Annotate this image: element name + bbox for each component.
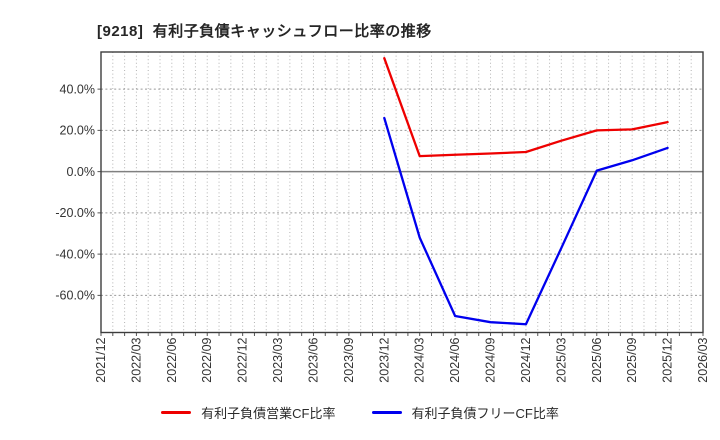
svg-text:2024/09: 2024/09 <box>484 337 498 382</box>
svg-text:-40.0%: -40.0% <box>55 247 95 261</box>
svg-text:2023/03: 2023/03 <box>271 337 285 382</box>
svg-text:2024/12: 2024/12 <box>519 337 533 382</box>
svg-text:0.0%: 0.0% <box>67 165 96 179</box>
svg-text:2025/12: 2025/12 <box>661 337 675 382</box>
svg-text:2023/12: 2023/12 <box>377 337 391 382</box>
svg-text:2022/09: 2022/09 <box>200 337 214 382</box>
svg-text:2021/12: 2021/12 <box>94 337 108 382</box>
svg-text:2022/06: 2022/06 <box>165 337 179 382</box>
svg-text:2024/06: 2024/06 <box>448 337 462 382</box>
svg-text:2026/03: 2026/03 <box>696 337 710 382</box>
svg-text:2025/06: 2025/06 <box>590 337 604 382</box>
svg-text:40.0%: 40.0% <box>60 82 95 96</box>
svg-text:-20.0%: -20.0% <box>55 206 95 220</box>
svg-text:2024/03: 2024/03 <box>413 337 427 382</box>
svg-text:-60.0%: -60.0% <box>55 289 95 303</box>
svg-text:2025/09: 2025/09 <box>625 337 639 382</box>
svg-text:2025/03: 2025/03 <box>554 337 568 382</box>
chart-legend: 有利子負債営業CF比率 有利子負債フリーCF比率 <box>0 403 720 422</box>
blue-line-swatch-icon <box>371 411 402 414</box>
gridlines <box>101 52 703 333</box>
y-axis-labels: 40.0% 20.0% 0.0% -20.0% -40.0% -60.0% <box>55 82 95 302</box>
svg-text:20.0%: 20.0% <box>60 124 95 138</box>
svg-text:2023/09: 2023/09 <box>342 337 356 382</box>
svg-text:2023/06: 2023/06 <box>306 337 320 382</box>
legend-item-operating-cf-ratio: 有利子負債営業CF比率 <box>161 403 336 422</box>
legend-label-operating-cf-ratio: 有利子負債営業CF比率 <box>201 406 336 421</box>
x-axis-labels: 2021/12 2022/03 2022/06 2022/09 2022/12 2023/… <box>94 337 710 382</box>
series-line-free-cf-ratio <box>383 116 669 326</box>
legend-label-free-cf-ratio: 有利子負債フリーCF比率 <box>411 406 559 421</box>
svg-text:2022/03: 2022/03 <box>129 337 143 382</box>
plot-border <box>100 51 704 334</box>
legend-item-free-cf-ratio: 有利子負債フリーCF比率 <box>371 403 559 422</box>
chart-title: [9218] 有利子負債キャッシュフロー比率の推移 <box>97 23 432 40</box>
svg-text:2022/12: 2022/12 <box>236 337 250 382</box>
red-line-swatch-icon <box>161 411 192 414</box>
series-line-operating-cf-ratio <box>383 57 669 158</box>
